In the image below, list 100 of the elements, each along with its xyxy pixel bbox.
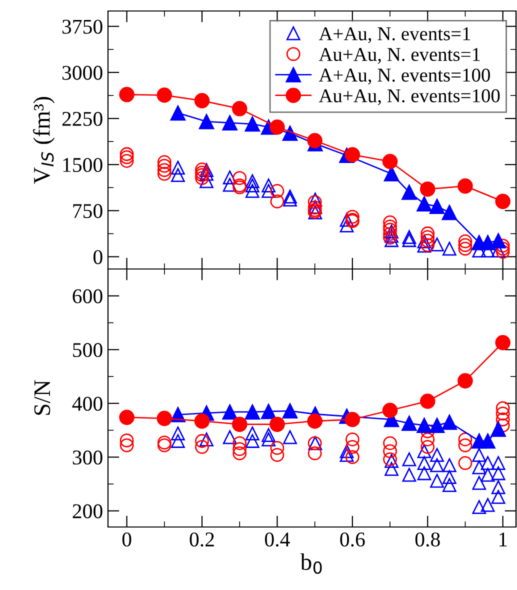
point [442, 458, 456, 472]
point [430, 474, 444, 488]
point [245, 434, 260, 448]
point [340, 448, 354, 462]
point [262, 178, 276, 192]
legend-label: A+Au, N. events=1 [318, 27, 470, 44]
point [345, 440, 360, 454]
point [458, 432, 472, 446]
point [458, 238, 472, 252]
x-tick-label: 0.8 [415, 532, 440, 547]
point [120, 147, 134, 162]
point [420, 226, 435, 240]
point [480, 456, 495, 470]
point [157, 166, 172, 181]
point [430, 458, 444, 472]
point [429, 418, 445, 434]
y-tick-label: 3750 [62, 20, 102, 34]
point [490, 422, 506, 437]
point [496, 244, 510, 259]
point [232, 436, 247, 450]
point [496, 238, 510, 253]
point [442, 470, 456, 484]
point [232, 171, 247, 186]
point [458, 438, 472, 452]
point [480, 498, 495, 512]
point [490, 233, 506, 248]
point [171, 168, 185, 182]
point [402, 233, 416, 248]
point [195, 168, 209, 182]
x-axis-title: b$_{0}$ [300, 553, 322, 574]
point [245, 426, 260, 440]
point [417, 466, 432, 480]
point [194, 93, 210, 108]
point [480, 468, 495, 482]
point [200, 166, 214, 181]
point [283, 192, 297, 207]
point [417, 456, 432, 470]
point [420, 238, 435, 252]
point [120, 154, 134, 168]
point [496, 406, 510, 421]
point [119, 410, 134, 425]
point [345, 210, 360, 224]
point [340, 218, 354, 232]
point [402, 416, 417, 431]
point [270, 184, 284, 198]
x-tick-label: 0 [122, 532, 132, 547]
y-tick-label: 3000 [62, 66, 102, 80]
point [384, 233, 398, 248]
legend-label: A+Au, N. events=100 [318, 68, 490, 84]
point [245, 184, 260, 198]
point [260, 404, 276, 420]
point [416, 418, 432, 434]
point [491, 456, 506, 470]
y-axis-title: V$_{IS}$ (fm³) [33, 96, 55, 184]
point [283, 190, 297, 204]
point [340, 444, 354, 458]
point [222, 404, 238, 420]
y-tick-label: 600 [72, 289, 102, 304]
point [308, 195, 322, 209]
point [383, 444, 397, 458]
point [119, 86, 134, 102]
point [170, 105, 186, 121]
point [382, 154, 398, 170]
point [232, 101, 248, 116]
point [480, 433, 496, 449]
point [417, 238, 432, 253]
point [384, 166, 400, 182]
point [429, 198, 445, 214]
point [402, 468, 416, 482]
point [496, 412, 510, 426]
point [157, 438, 172, 452]
point [417, 444, 432, 458]
point [120, 434, 134, 448]
point [195, 162, 209, 176]
point [308, 446, 322, 460]
point [383, 215, 397, 230]
point [232, 446, 247, 460]
point [200, 163, 214, 178]
legend-label: Au+Au, N. events=1 [318, 48, 480, 64]
point [430, 448, 444, 462]
point [383, 220, 397, 234]
point [430, 237, 444, 252]
point [345, 432, 360, 446]
point [382, 402, 398, 418]
point [495, 335, 510, 350]
point [156, 410, 172, 426]
point [171, 434, 185, 448]
point [402, 184, 417, 200]
point [345, 450, 360, 464]
point [244, 404, 260, 420]
y-axis-title: S/N [34, 380, 50, 415]
point [157, 163, 172, 178]
point [458, 373, 473, 388]
point [156, 88, 172, 103]
point [194, 413, 210, 429]
point [472, 448, 486, 462]
point [383, 436, 397, 450]
point [198, 114, 214, 130]
point [307, 413, 322, 429]
point [480, 234, 496, 250]
